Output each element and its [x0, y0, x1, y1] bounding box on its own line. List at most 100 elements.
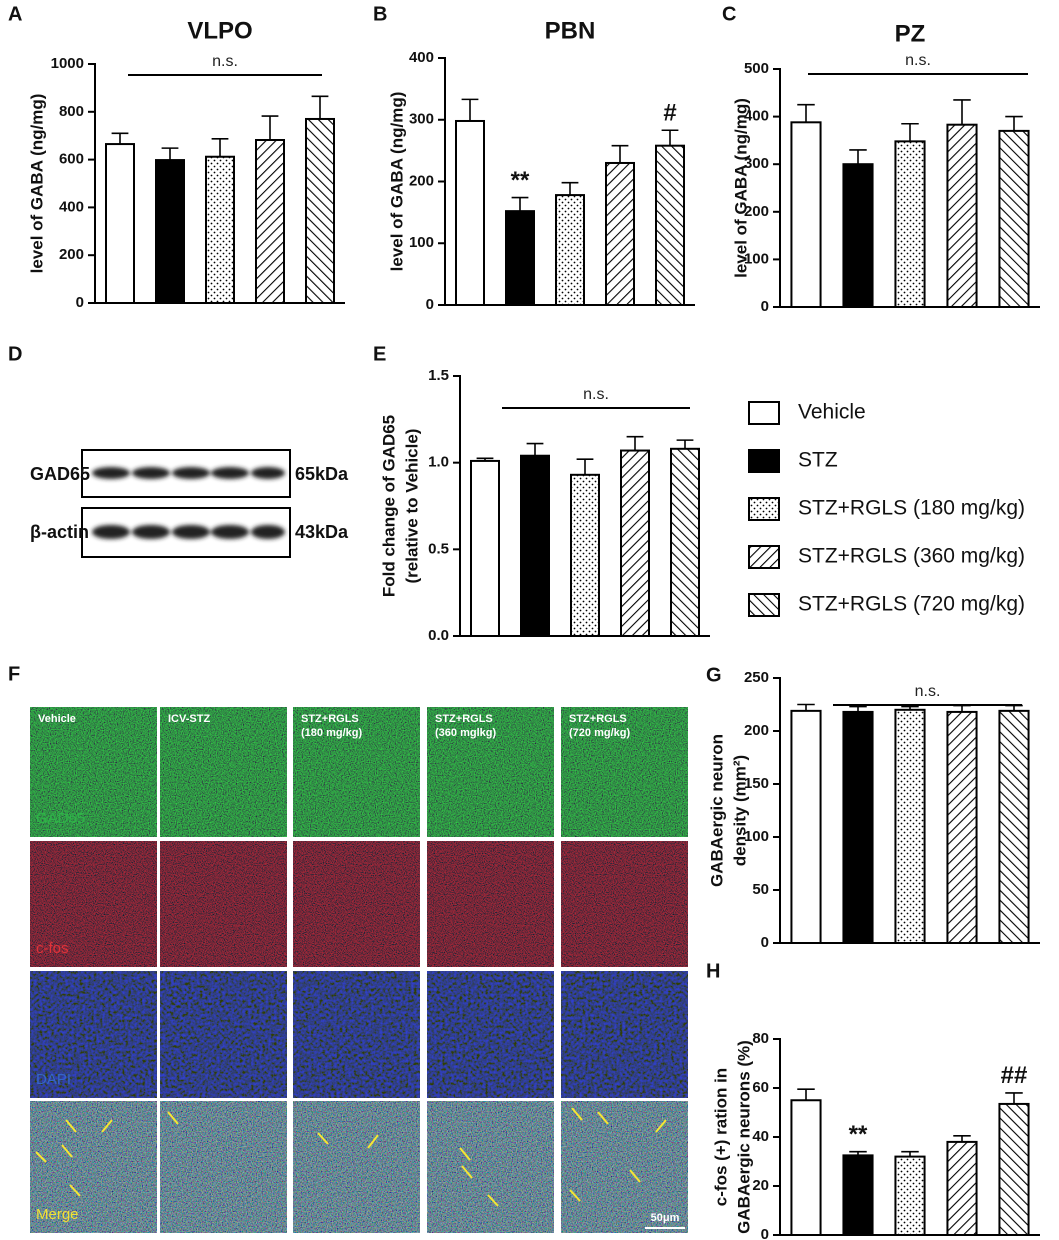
y-tick-label: 200 [744, 203, 769, 220]
column-label: (180 mg/kg) [301, 727, 362, 739]
column-label: STZ+RGLS [301, 713, 359, 725]
y-tick-label: 200 [409, 172, 434, 189]
panel-letter: A [8, 3, 22, 25]
micrograph [30, 971, 157, 1098]
y-tick-label: 100 [744, 828, 769, 845]
micrograph [293, 841, 420, 967]
y-axis-label: level of GABA (ng/mg) [387, 92, 406, 272]
y-tick-label: 100 [744, 250, 769, 267]
protein-label: GAD65 [30, 464, 90, 484]
bar [894, 140, 926, 308]
y-tick-label: 60 [752, 1079, 769, 1096]
size-label: 43kDa [295, 522, 349, 542]
legend-swatch [748, 593, 780, 617]
blot-bands [92, 467, 285, 539]
bar [155, 159, 185, 304]
bar [455, 119, 485, 306]
y-axis-label: c-fos (+) ration in [711, 1068, 730, 1206]
column-label: STZ+RGLS [435, 713, 493, 725]
bar [305, 117, 335, 304]
significance-label: ** [849, 1121, 868, 1148]
y-axis-label: density (mm²) [730, 755, 749, 866]
legend-label: STZ [798, 449, 838, 472]
y-tick-label: 200 [744, 722, 769, 739]
panel-letter: E [373, 343, 386, 365]
annotation: n.s. [915, 683, 941, 700]
y-tick-label: 800 [59, 103, 84, 120]
y-tick-label: 1.0 [428, 454, 449, 471]
bar [570, 473, 600, 637]
micrograph [427, 1101, 554, 1233]
y-axis-label: (relative to Vehicle) [402, 429, 421, 584]
scale-bar-label: 50μm [651, 1212, 680, 1224]
y-tick-label: 0.5 [428, 540, 449, 557]
row-label: DAPI [36, 1071, 71, 1088]
bar [605, 161, 635, 306]
column-label: Vehicle [38, 713, 76, 725]
legend-swatch [748, 401, 780, 425]
micrograph [561, 1101, 688, 1233]
y-tick-label: 200 [59, 246, 84, 263]
legend-swatch [748, 497, 780, 521]
chart-title: PZ [895, 20, 926, 47]
bar [205, 155, 235, 304]
legend-swatch [748, 449, 780, 473]
bar [842, 1154, 874, 1236]
bar [505, 210, 535, 306]
y-tick-label: 300 [744, 155, 769, 172]
bar [842, 710, 874, 944]
arrows [35, 1107, 667, 1207]
y-axis-label: level of GABA (ng/mg) [27, 94, 46, 274]
y-tick-label: 40 [752, 1128, 769, 1145]
y-axis-label: Fold change of GAD65 [379, 415, 398, 597]
annotation: n.s. [905, 52, 931, 69]
y-axis-label: level of GABA (ng/mg) [731, 98, 750, 278]
y-tick-label: 0 [76, 294, 84, 311]
bar [946, 1140, 978, 1237]
annotation: n.s. [583, 386, 609, 403]
bar [842, 163, 874, 308]
bar [790, 1099, 822, 1236]
y-tick-label: 600 [59, 151, 84, 168]
bar [790, 121, 822, 308]
protein-label: β-actin [30, 522, 89, 542]
micrograph [427, 971, 554, 1098]
bar [946, 710, 978, 944]
micrograph [30, 707, 157, 837]
micrograph [160, 841, 287, 967]
micrograph [160, 1101, 287, 1233]
panel-letter: H [706, 960, 720, 982]
column-label: (360 mglkg) [435, 727, 496, 739]
panel-letter: G [706, 664, 722, 686]
significance-label: # [663, 100, 676, 127]
y-axis-label: GABAergic neuron [707, 734, 726, 887]
y-axis-label: GABAergic neurons (%) [734, 1040, 753, 1234]
legend-label: Vehicle [798, 401, 866, 424]
micrograph-grid: GAD65 c-fos DAPI Merge Vehicle ICV-STZ STZ+RGL… [30, 707, 688, 1233]
y-tick-label: 0 [426, 296, 434, 313]
micrograph [293, 707, 420, 837]
size-label: 65kDa [295, 464, 349, 484]
y-tick-label: 1.5 [428, 367, 449, 384]
chart-title: VLPO [187, 17, 252, 44]
significance-label: ## [1001, 1062, 1028, 1089]
legend-swatch [748, 545, 780, 569]
y-tick-label: 20 [752, 1177, 769, 1194]
y-tick-label: 1000 [51, 55, 84, 72]
bar [620, 449, 650, 637]
legend-label: STZ+RGLS (720 mg/kg) [798, 593, 1025, 616]
panel-letter: C [722, 3, 736, 25]
micrograph [293, 1101, 420, 1233]
micrograph [427, 707, 554, 837]
micrograph [160, 971, 287, 1098]
bar [894, 708, 926, 944]
bar [998, 1102, 1030, 1237]
column-label: (720 mg/kg) [569, 727, 630, 739]
y-tick-label: 0 [761, 934, 769, 951]
bar [998, 709, 1030, 944]
micrograph [561, 707, 688, 837]
legend-label: STZ+RGLS (360 mg/kg) [798, 545, 1025, 568]
y-tick-label: 80 [752, 1030, 769, 1047]
row-label: c-fos [36, 940, 69, 957]
